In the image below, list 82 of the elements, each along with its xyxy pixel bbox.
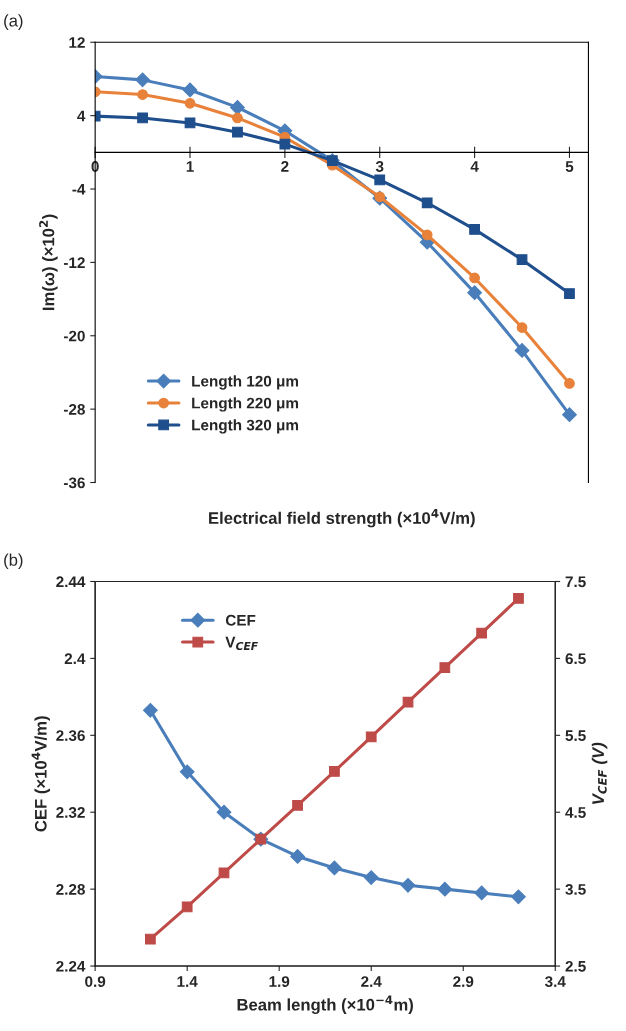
y2-tick-label: 2.5: [565, 960, 586, 972]
y2-tick-label: 7.5: [565, 576, 586, 588]
text: (b): [4, 553, 23, 570]
point: [514, 343, 530, 358]
y-tick-label: -4: [72, 184, 86, 195]
text: (a): [4, 14, 23, 30]
x-tick-label: 1: [186, 161, 194, 172]
x-tick-label: 0.9: [85, 976, 106, 987]
point: [439, 662, 451, 674]
point: [562, 407, 577, 423]
x-tick-label: 2.9: [453, 976, 474, 987]
y-tick-label: 2.4: [64, 653, 86, 664]
y2-tick-label: 4.5: [565, 807, 586, 818]
point: [516, 254, 528, 266]
y-axis-title: Im(ω) (×10$^{2}$): [39, 214, 58, 311]
x-axis-title: Electrical field strength (×10$^{4}$V/m): [209, 508, 475, 528]
point: [232, 126, 243, 138]
point: [142, 702, 158, 718]
legend-label: Length 120 μm: [192, 375, 299, 390]
x-tick-label: 2.4: [361, 976, 382, 987]
x-tick-label: 1.4: [177, 976, 198, 987]
point: [469, 223, 480, 235]
x-tick-label: 2: [281, 161, 289, 172]
point: [511, 889, 526, 905]
y-tick-label: 4: [77, 110, 86, 122]
y-tick-label: -28: [63, 404, 85, 415]
y-tick-label: -12: [63, 257, 85, 268]
point: [374, 174, 386, 186]
point: [400, 877, 416, 893]
point: [467, 285, 482, 301]
y-tick-label: 2.24: [56, 960, 86, 972]
point: [181, 901, 193, 913]
point: [179, 764, 195, 780]
y-tick-label: 2.32: [56, 807, 85, 818]
y-tick-label: 2.36: [56, 730, 85, 742]
point: [216, 804, 232, 820]
y-axis-title: CEF (×10$^{4}$V/m): [31, 716, 50, 832]
y2-tick-label: 6.5: [565, 653, 586, 665]
y2-tick-label: 5.5: [565, 730, 586, 741]
point: [290, 849, 305, 864]
point: [182, 82, 198, 98]
point: [513, 593, 524, 604]
legend-label: CEF: [225, 614, 256, 626]
point: [421, 229, 433, 241]
x-tick-label: 4: [470, 161, 479, 172]
y2-tick-label: 3.5: [565, 884, 586, 895]
point: [437, 881, 453, 897]
y-tick-label: 2.44: [56, 576, 86, 588]
x-tick-label: 1.9: [269, 976, 290, 987]
point: [135, 72, 150, 88]
legend-label: V$_{CEF}$: [225, 636, 258, 651]
point: [137, 112, 148, 124]
point: [232, 112, 243, 124]
point: [564, 288, 575, 299]
y-tick-label: -20: [63, 330, 85, 342]
point: [292, 799, 303, 811]
x-tick-label: 3.4: [544, 976, 566, 988]
point: [329, 766, 340, 777]
legend-label: Length 220 μm: [192, 397, 299, 412]
point: [279, 138, 291, 150]
point: [564, 378, 575, 389]
point: [144, 933, 156, 945]
y-tick-label: -36: [63, 477, 85, 489]
y-tick-label: 2.28: [56, 884, 85, 895]
y-tick-label: 12: [69, 37, 85, 48]
point: [184, 97, 196, 109]
point: [474, 885, 490, 901]
x-axis-title: Beam length (×10$^{−4}$m): [237, 995, 413, 1014]
point: [230, 99, 245, 115]
legend-label: Length 320 μm: [192, 419, 299, 434]
point: [476, 627, 488, 639]
point: [402, 696, 414, 708]
point: [363, 870, 379, 885]
y2-axis-title: V$_{CEF}$ (V): [591, 742, 608, 804]
point: [137, 89, 148, 100]
point: [516, 322, 528, 333]
x-tick-label: 3: [375, 161, 384, 172]
point: [421, 197, 433, 209]
point: [327, 860, 342, 876]
point: [469, 272, 480, 284]
x-tick-label: 5: [565, 161, 574, 172]
point: [365, 731, 377, 743]
